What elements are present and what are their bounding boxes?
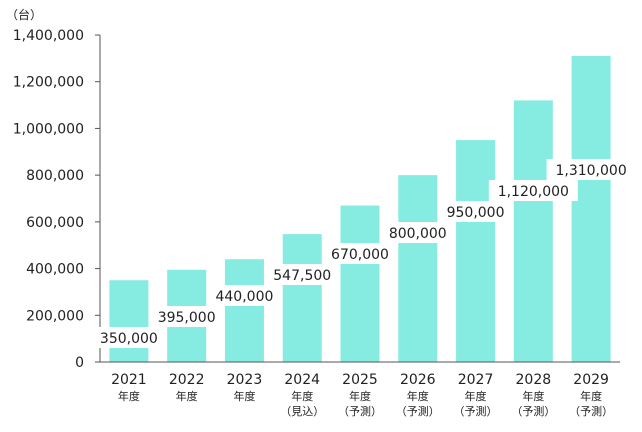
bar — [456, 140, 496, 362]
x-tick-label-suffix: 年度 — [407, 389, 429, 403]
y-tick-label: 600,000 — [26, 215, 84, 231]
data-label-background — [93, 327, 165, 348]
y-tick-label: 400,000 — [26, 262, 84, 278]
x-tick-label-year: 2023 — [227, 372, 263, 388]
y-tick-label: 200,000 — [26, 308, 84, 324]
x-tick-label-note: （予測） — [511, 404, 555, 418]
x-tick-label-year: 2021 — [111, 372, 147, 388]
bar — [224, 259, 264, 362]
x-tick-label-suffix: 年度 — [118, 389, 140, 403]
bar — [398, 175, 438, 362]
y-tick-label: 0 — [75, 355, 84, 371]
data-label: 800,000 — [389, 226, 447, 242]
x-tick-label-suffix: 年度 — [233, 389, 255, 403]
bar — [109, 280, 149, 362]
x-tick-label-suffix: 年度 — [176, 389, 198, 403]
x-tick-label-year: 2022 — [169, 372, 205, 388]
data-label-background — [324, 243, 396, 264]
x-tick-label-year: 2029 — [573, 372, 609, 388]
data-label: 547,500 — [273, 268, 331, 284]
data-label: 440,000 — [215, 289, 273, 305]
data-label: 395,000 — [158, 310, 216, 326]
x-tick-label-year: 2028 — [516, 372, 552, 388]
x-tick-label-year: 2026 — [400, 372, 436, 388]
bar — [282, 234, 322, 362]
bar — [340, 205, 380, 362]
x-tick-label-year: 2025 — [342, 372, 378, 388]
data-label-background — [440, 201, 512, 222]
x-tick-label-note: （予測） — [396, 404, 440, 418]
data-label-background — [208, 285, 280, 306]
data-label: 1,120,000 — [498, 184, 569, 200]
data-label-background — [151, 306, 223, 327]
y-tick-label: 1,400,000 — [13, 28, 84, 44]
x-tick-label-suffix: 年度 — [522, 389, 544, 403]
x-tick-label-suffix: 年度 — [291, 389, 313, 403]
y-axis-unit-label: （台） — [6, 7, 42, 22]
data-label: 950,000 — [447, 205, 505, 221]
data-label-background — [266, 264, 338, 285]
data-label: 350,000 — [100, 331, 158, 347]
x-tick-label-note: （予測） — [569, 404, 613, 418]
data-label-background — [382, 222, 454, 243]
x-tick-label-note: （見込） — [280, 405, 324, 418]
y-tick-label: 1,200,000 — [13, 75, 84, 91]
x-tick-label-year: 2024 — [284, 372, 320, 388]
x-tick-label-suffix: 年度 — [580, 389, 602, 403]
data-label: 1,310,000 — [555, 163, 626, 179]
bar — [571, 56, 611, 363]
x-tick-label-year: 2027 — [458, 372, 494, 388]
y-tick-label: 1,000,000 — [13, 121, 84, 137]
x-tick-label-note: （予測） — [454, 404, 498, 418]
x-tick-label-note: （予測） — [338, 404, 382, 418]
x-tick-label-suffix: 年度 — [349, 389, 371, 403]
bar — [513, 100, 553, 363]
y-tick-label: 800,000 — [26, 168, 84, 184]
x-tick-label-suffix: 年度 — [465, 389, 487, 403]
data-label-background — [488, 180, 578, 201]
data-label-background — [546, 159, 636, 180]
data-label: 670,000 — [331, 247, 389, 263]
